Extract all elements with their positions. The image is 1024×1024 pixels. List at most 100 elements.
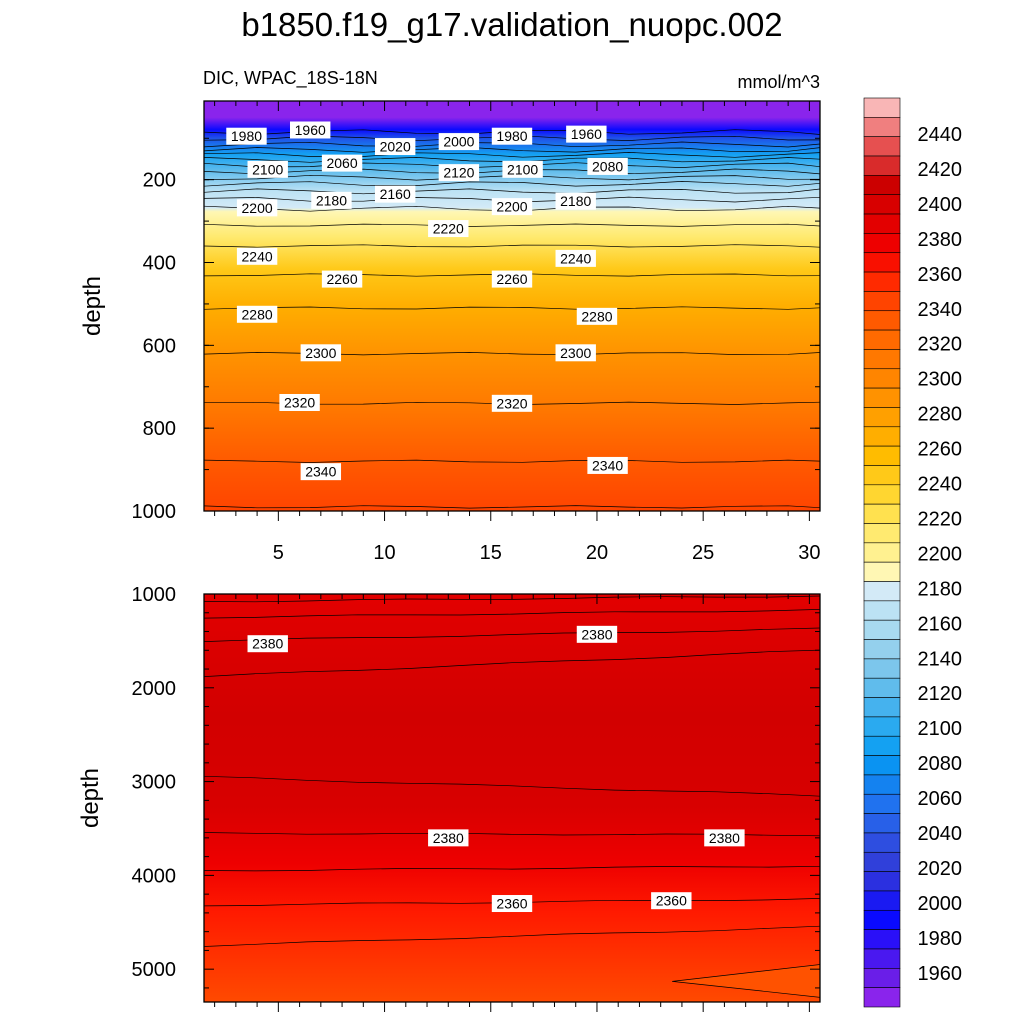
contour-label-lower-4-text: 2360 [496,896,527,912]
contour-label-upper-15-text: 2180 [560,193,591,209]
contour-label-upper-6: 2100 [247,160,288,178]
colorbar-label: 1960 [918,963,963,985]
contour-line-2280 [203,306,821,310]
contour-label-upper-27-box [300,463,342,481]
contour-label-upper-1: 1960 [290,121,331,139]
colorbar-swatch [863,368,901,389]
colorbar-swatch [863,542,901,563]
contour-label-upper-1-text: 1960 [295,122,326,138]
colorbar-swatch [863,97,901,118]
colorbar-swatch [863,774,901,795]
contour-label-upper-24-text: 2300 [560,345,591,361]
colorbar-swatch [863,871,901,892]
contour-label-upper-27: 2340 [300,463,342,481]
lower-y-axis-label: depth [77,768,104,828]
colorbar-swatch [863,117,901,137]
colorbar-swatch [863,426,901,447]
colorbar-label: 2180 [918,578,963,600]
contour-label-upper-13-text: 2180 [316,192,347,208]
contour-label-upper-22-text: 2280 [581,308,612,324]
contour-label-upper-14-box [491,198,533,216]
contour-line-2395 [203,609,821,619]
contour-label-upper-21: 2280 [236,305,278,323]
colorbar-swatch [863,561,901,582]
contour-label-upper-22-box [576,307,618,325]
contour-label-upper-7-box [321,154,363,172]
contour-label-upper-24-box [555,344,596,362]
colorbar-swatch [863,677,901,698]
colorbar-swatch [863,291,901,312]
contour-label-lower-1-text: 2380 [581,626,612,642]
contour-label-upper-4: 1980 [491,127,533,145]
contour-label-lower-2-text: 2380 [433,830,464,846]
contour-label-upper-2-text: 2020 [380,139,411,155]
contour-label-lower-2-box [428,829,469,847]
contour-label-upper-5: 1960 [566,125,607,143]
lower-contour-panel: 2380 2380 2380 2380 2360 2360 1000 2000 3000 400… [77,584,821,1012]
chart-title: b1850.f19_g17.validation_nuopc.002 [241,6,782,43]
upper-y-axis-label: depth [79,276,106,336]
colorbar-swatch [863,832,901,853]
contour-label-upper-15-box [555,192,596,210]
contour-label-upper-20-box [491,270,533,288]
colorbar-swatch [863,600,901,621]
contour-label-upper-17-text: 2240 [242,248,273,264]
colorbar-swatch [863,465,901,486]
contour-label-upper-23-text: 2300 [305,345,336,361]
upper-contour-lines [203,129,821,509]
colorbar-swatch [863,735,901,756]
colorbar-swatch [863,987,901,1008]
contour-label-upper-6-box [247,160,288,178]
contour-label-upper-22: 2280 [576,307,618,325]
contour-label-upper-16-text: 2220 [433,221,464,237]
upper-x-tick-label: 5 [273,542,284,564]
colorbar-swatch [863,252,901,273]
contour-label-upper-18: 2240 [555,249,596,267]
colorbar-swatch [863,194,901,215]
contour-label-upper-20-text: 2260 [496,271,527,287]
colorbar-swatch [863,716,901,737]
colorbar-label: 2340 [918,299,963,321]
contour-label-upper-25-text: 2320 [284,394,315,410]
colorbar-swatch [863,813,901,834]
colorbar-swatch [863,793,901,814]
contour-label-lower-0-text: 2380 [252,636,283,652]
colorbar-label: 2260 [918,439,963,461]
colorbar-swatch [863,851,901,872]
colorbar-label: 2400 [918,194,963,216]
colorbar-swatch [863,968,901,988]
upper-x-tick-label: 20 [586,542,608,564]
lower-y-tick-label: 1000 [132,584,177,606]
colorbar-swatch [863,639,901,660]
contour-line-2220 [203,223,821,227]
colorbar-label: 2300 [918,369,963,391]
contour-label-upper-10-box [587,157,628,175]
colorbar-label: 2120 [918,683,963,705]
colorbar-swatch [863,484,901,505]
lower-panel-fill [204,594,820,1002]
contour-label-upper-26-box [491,394,533,412]
contour-label-upper-19: 2260 [321,270,363,288]
contour-label-lower-3: 2380 [704,829,745,847]
colorbar-label: 2080 [918,753,963,775]
colorbar-swatch [863,658,901,679]
contour-label-upper-11: 2160 [374,185,416,203]
contour-label-upper-12-text: 2200 [242,200,273,216]
contour-label-lower-0-box [247,635,288,653]
contour-label-upper-8: 2120 [438,164,480,182]
contour-label-upper-11-text: 2160 [380,186,411,202]
colorbar-label: 2380 [918,229,963,251]
colorbar-label: 2200 [918,543,963,565]
contour-line-2360 [203,925,821,947]
upper-contour-labels: 1980 1960 2020 2000 1980 1960 2100 2060 2120 2100… [226,121,628,481]
contour-label-lower-5: 2360 [651,892,692,910]
contour-line-2385 [203,649,821,677]
colorbar: 2440 2420 2400 2380 2360 2340 2320 2300 2280 2260… [863,97,963,1008]
colorbar-label: 2100 [918,718,963,740]
colorbar-swatch [863,948,901,969]
contour-label-upper-9: 2100 [502,160,543,178]
upper-y-tick-label: 400 [143,253,176,275]
colorbar-swatch [863,581,901,602]
subtitle-units: mmol/m^3 [738,72,820,92]
